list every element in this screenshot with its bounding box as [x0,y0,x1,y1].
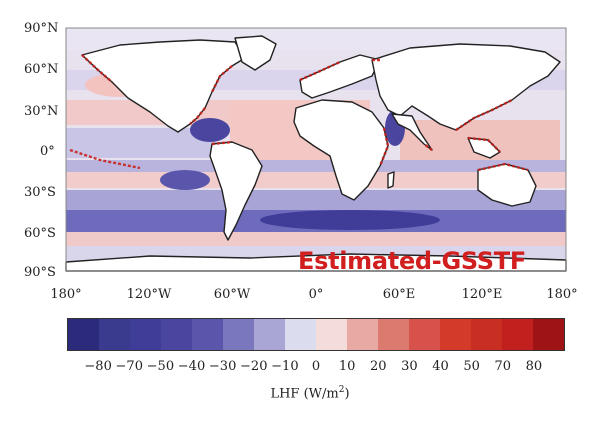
colorbar-segment [316,319,347,350]
colorbar-segment [347,319,378,350]
colorbar-segment [533,319,564,350]
lon-label-180e: 180° [546,287,578,302]
lon-label-180w: 180° [50,287,82,302]
lon-label-0: 0° [308,287,324,302]
colorbar [67,318,565,351]
colorbar-segment [161,319,192,350]
map-frame [65,27,567,272]
colorbar-tick: −50 [146,359,175,374]
colorbar-tick: −20 [240,359,268,374]
coastal-high-flux [69,54,529,172]
lat-label-30n: 30°N [24,104,59,119]
colorbar-tick: −10 [271,359,299,374]
colorbar-segment [130,319,161,350]
colorbar-segment [440,319,471,350]
colorbar-label: LHF (W/m2) [270,385,350,402]
colorbar-tick: 20 [369,359,387,374]
colorbar-tick: −80 [84,359,112,374]
lon-label-120e: 120°E [461,287,503,302]
colorbar-tick: −40 [177,359,206,374]
colorbar-tick: 80 [525,359,543,374]
colorbar-segment [99,319,130,350]
colorbar-segment [285,319,316,350]
lat-label-0: 0° [40,144,55,159]
dataset-title: Estimated-GSSTF [298,247,526,275]
colorbar-tick: −70 [115,359,143,374]
colorbar-segment [409,319,440,350]
colorbar-segment [192,319,223,350]
lon-label-60e: 60°E [382,287,416,302]
colorbar-tick: −30 [208,359,237,374]
colorbar-segment [254,319,285,350]
lat-label-90n: 90°N [24,21,59,36]
colorbar-segment [223,319,254,350]
colorbar-tick: 50 [463,359,480,374]
colorbar-tick: 10 [338,359,356,374]
madagascar-land [387,171,395,189]
lon-label-120w: 120°W [126,287,172,302]
colorbar-tick: 0 [311,359,321,374]
sst-flux-map [65,27,567,272]
lon-label-60w: 60°W [213,287,251,302]
colorbar-tick: 30 [401,359,418,374]
colorbar-tick: 70 [494,359,512,374]
colorbar-segment [378,319,409,350]
colorbar-segment [68,319,99,350]
lat-label-30s: 30°S [24,185,56,200]
lat-label-60n: 60°N [24,62,59,77]
south-america-land [209,141,263,241]
greenland-land [234,35,277,71]
lat-label-60s: 60°S [24,226,56,241]
continents [65,35,567,272]
africa-land [293,99,389,201]
colorbar-segment [502,319,533,350]
lat-label-90s: 90°S [24,265,56,280]
colorbar-segment [471,319,502,350]
colorbar-tick: 40 [432,359,449,374]
